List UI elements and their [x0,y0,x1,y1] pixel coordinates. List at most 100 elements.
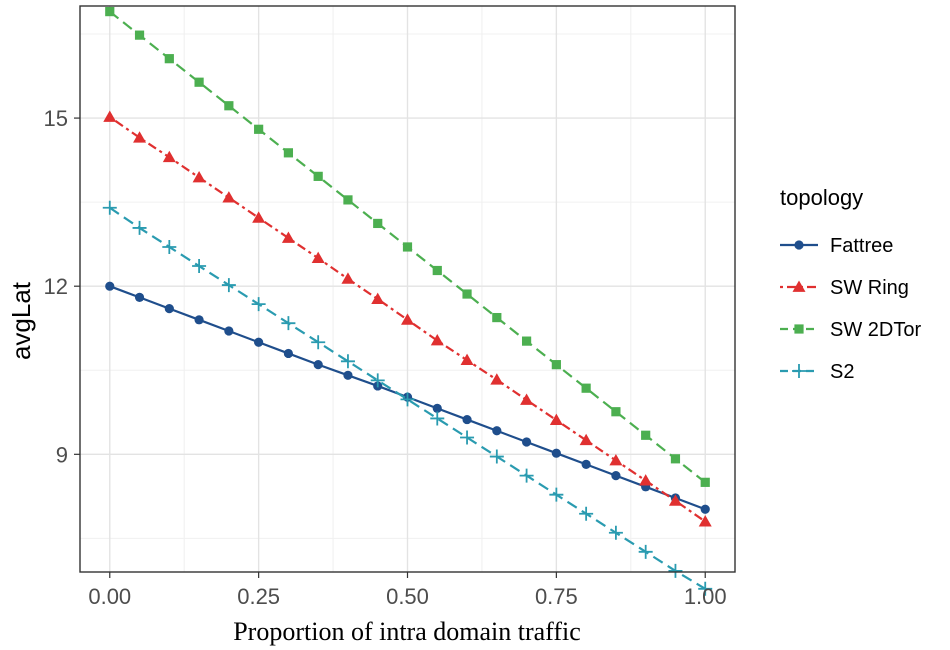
legend-item-sw-2dtor: SW 2DTor [780,319,921,341]
data-point-s2 [281,316,296,331]
data-point-sw-ring [162,150,176,163]
data-point-s2 [489,449,504,464]
data-point-sw-2dtor [343,195,353,205]
y-tick-label: 9 [56,442,68,467]
data-point-sw-ring [281,231,295,243]
data-point-sw-ring [103,110,117,122]
series-sw-2dtor [105,7,710,487]
y-axis: 9 12 15 [44,106,80,467]
data-point-sw-2dtor [641,430,651,440]
data-point-sw-2dtor [551,360,561,370]
data-point-s2 [221,278,236,293]
data-point-sw-ring [668,494,682,506]
data-point-sw-ring [490,373,504,385]
data-point-sw-2dtor [521,336,532,346]
data-point-sw-ring [639,474,653,486]
data-point-sw-ring [460,353,474,366]
data-point-fattree [551,448,561,458]
legend-label: SW 2DTor [830,319,921,341]
data-point-fattree [194,315,204,325]
data-point-sw-ring [520,393,534,405]
data-point-s2 [340,354,355,369]
data-point-s2 [192,259,207,274]
data-point-s2 [608,525,623,540]
data-point-sw-ring [609,453,623,466]
legend-label: Fattree [830,235,893,257]
data-point-sw-ring [549,413,563,426]
y-tick-label: 12 [44,274,68,299]
x-axis-title: Proportion of intra domain traffic [233,617,581,646]
data-point-sw-ring [222,191,236,203]
grid [80,6,735,572]
data-point-s2 [400,392,415,407]
data-point-s2 [698,581,713,596]
data-point-sw-2dtor [492,312,502,323]
data-point-sw-2dtor [611,407,621,417]
data-point-fattree [343,370,353,380]
data-point-s2 [638,544,653,559]
data-point-sw-2dtor [313,171,323,181]
data-point-sw-2dtor [105,7,115,17]
y-axis-title: avgLat [6,281,36,360]
legend-key-marker [792,364,806,378]
data-point-fattree [462,414,472,425]
x-axis: 0.00 0.25 0.50 0.75 1.00 [88,572,727,609]
data-point-sw-2dtor [254,124,264,134]
data-point-fattree [313,360,323,370]
data-point-sw-ring [252,211,266,223]
legend-item-sw-ring: SW Ring [780,277,909,299]
legend-label: S2 [830,361,854,383]
data-point-s2 [311,335,326,350]
data-point-fattree [134,292,145,303]
data-point-sw-ring [579,433,593,446]
data-point-sw-2dtor [373,218,383,229]
data-point-fattree [283,348,294,359]
data-point-sw-2dtor [670,454,681,464]
x-tick-label: 0.75 [535,584,578,609]
data-point-fattree [164,304,174,314]
data-point-s2 [132,220,147,235]
legend-item-fattree: Fattree [780,235,893,257]
data-point-sw-2dtor [581,383,591,393]
data-point-sw-ring [311,251,325,264]
legend-key-marker [792,280,806,292]
data-point-sw-ring [192,170,206,183]
data-point-s2 [370,373,385,388]
data-point-sw-2dtor [164,54,174,64]
data-point-sw-2dtor [224,101,234,111]
legend-title: topology [780,185,863,210]
data-point-sw-ring [698,515,712,527]
legend-label: SW Ring [830,277,909,299]
data-point-s2 [519,468,534,483]
data-point-sw-2dtor [402,242,413,252]
data-point-sw-ring [430,334,444,346]
y-tick-label: 15 [44,106,68,131]
data-point-s2 [430,411,445,426]
data-point-fattree [254,337,264,347]
data-point-sw-2dtor [283,148,294,158]
data-point-fattree [224,326,234,336]
legend-key-marker [794,324,804,334]
data-point-sw-ring [133,131,147,143]
series-sw-ring [103,110,712,527]
data-point-fattree [700,504,710,514]
data-point-fattree [492,426,502,436]
data-point-fattree [432,403,442,413]
legend-item-s2: S2 [780,361,854,383]
x-tick-label: 0.00 [88,584,131,609]
data-point-fattree [581,459,591,470]
data-point-fattree [521,437,532,447]
data-point-s2 [162,239,177,254]
data-point-sw-ring [401,313,414,325]
x-tick-label: 1.00 [684,584,727,609]
data-point-s2 [251,297,266,312]
x-tick-label: 0.25 [237,584,280,609]
data-point-sw-ring [341,272,355,284]
data-point-s2 [579,506,594,521]
data-point-sw-2dtor [194,77,204,87]
data-point-s2 [549,487,564,502]
x-tick-label: 0.50 [386,584,429,609]
data-point-sw-2dtor [134,30,145,40]
